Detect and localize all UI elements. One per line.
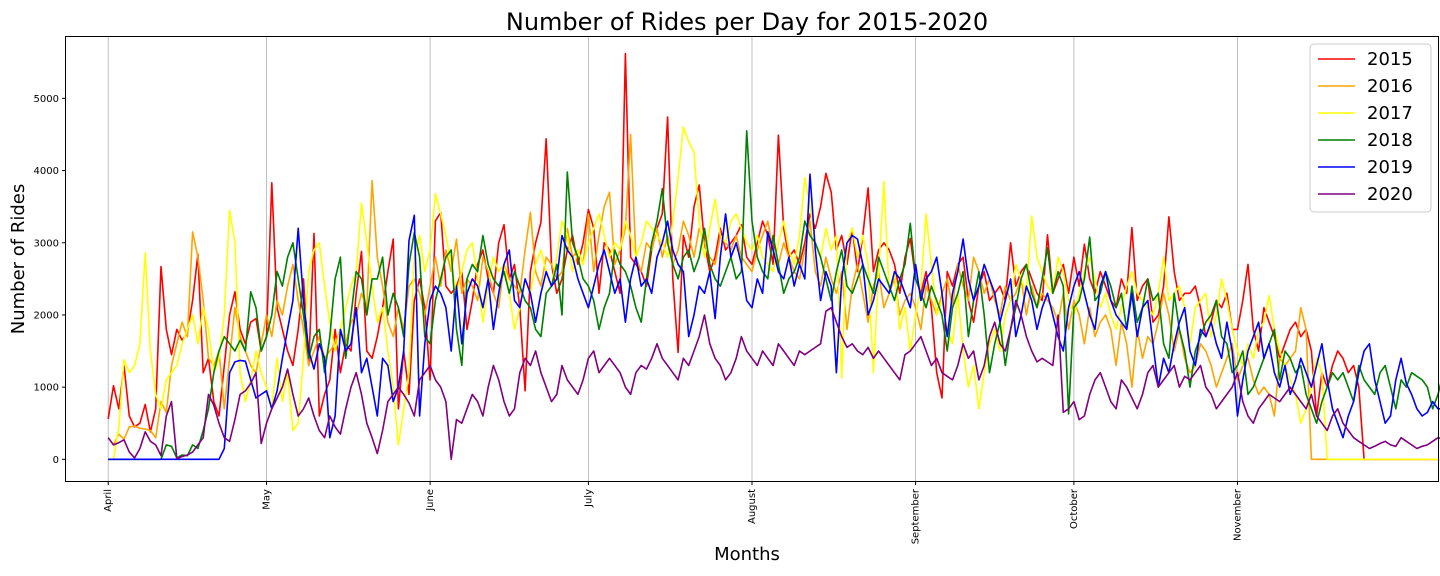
series-layer [107, 52, 1440, 461]
x-axis-label: Months [714, 544, 780, 565]
series-line-2019 [108, 173, 1440, 461]
series-line-2016 [112, 133, 1440, 461]
y-tick-label-0: 0 [53, 455, 59, 466]
y-axis-ticks: 0 1000 2000 3000 4000 5000 [34, 94, 66, 466]
legend-label-2017: 2017 [1367, 103, 1413, 124]
chart-title: Number of Rides per Day for 2015-2020 [506, 8, 988, 36]
y-tick-label-2000: 2000 [34, 310, 59, 321]
y-axis-label: Number of Rides [8, 184, 29, 335]
y-tick-label-1000: 1000 [34, 383, 59, 394]
legend-label-2018: 2018 [1367, 130, 1413, 151]
y-tick-label-4000: 4000 [34, 166, 59, 177]
x-tick-label-april: April [103, 489, 114, 512]
y-tick-label-3000: 3000 [34, 238, 59, 249]
x-tick-label-october: October [1069, 488, 1080, 529]
series-line-2015 [107, 52, 1440, 461]
series-line-2020 [107, 299, 1440, 461]
y-tick-label-5000: 5000 [34, 94, 59, 105]
x-tick-label-september: September [911, 488, 922, 544]
legend-label-2016: 2016 [1367, 76, 1413, 97]
x-axis-ticks: April May June July August September October No… [103, 481, 1243, 544]
legend-label-2015: 2015 [1367, 49, 1413, 70]
x-tick-label-august: August [747, 489, 758, 524]
x-gridlines [107, 37, 1238, 481]
legend-label-2020: 2020 [1367, 184, 1413, 205]
x-tick-label-november: November [1232, 488, 1243, 541]
x-tick-label-june: June [425, 489, 436, 512]
x-tick-label-july: July [583, 489, 594, 508]
series-line-2018 [108, 130, 1440, 461]
legend: 2015 2016 2017 2018 2019 2020 [1309, 43, 1432, 213]
x-tick-label-may: May [262, 489, 273, 510]
legend-label-2019: 2019 [1367, 157, 1413, 178]
